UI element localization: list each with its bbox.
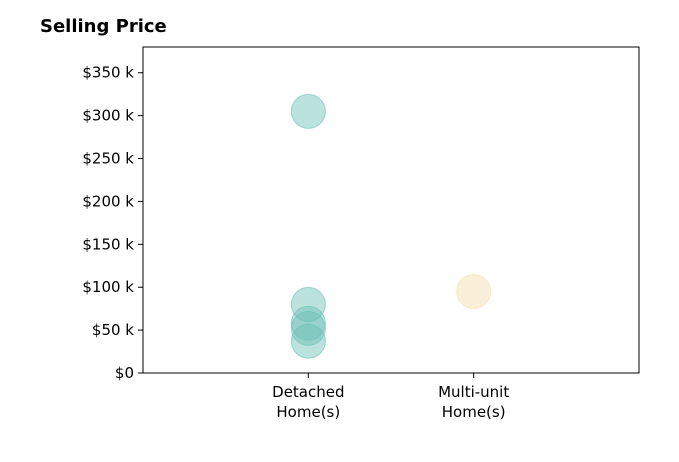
y-tick-label: $50 k [92,321,134,339]
y-tick-label: $0 [115,364,134,382]
chart-title: Selling Price [40,16,167,37]
data-point [290,323,326,359]
data-point [290,305,326,341]
y-tick-label: $300 k [82,107,134,125]
data-point [290,93,326,129]
x-tick-label: Multi-unit Home(s) [438,383,509,421]
data-points [290,93,492,359]
x-tick-label: Detached Home(s) [272,383,344,421]
y-axis: $0 $50 k $100 k $150 k $200 k $250 k $300 k $35… [82,64,143,382]
data-point [290,310,326,346]
y-tick-label: $100 k [82,278,134,296]
y-tick-label: $250 k [82,150,134,168]
data-point [290,286,326,322]
y-tick-label: $150 k [82,235,134,253]
y-tick-label: $200 k [82,192,134,210]
plot-area [142,46,640,374]
y-tick-label: $350 k [82,64,134,82]
data-point [456,274,492,309]
x-axis: Detached Home(s) Multi-unit Home(s) [272,373,509,421]
